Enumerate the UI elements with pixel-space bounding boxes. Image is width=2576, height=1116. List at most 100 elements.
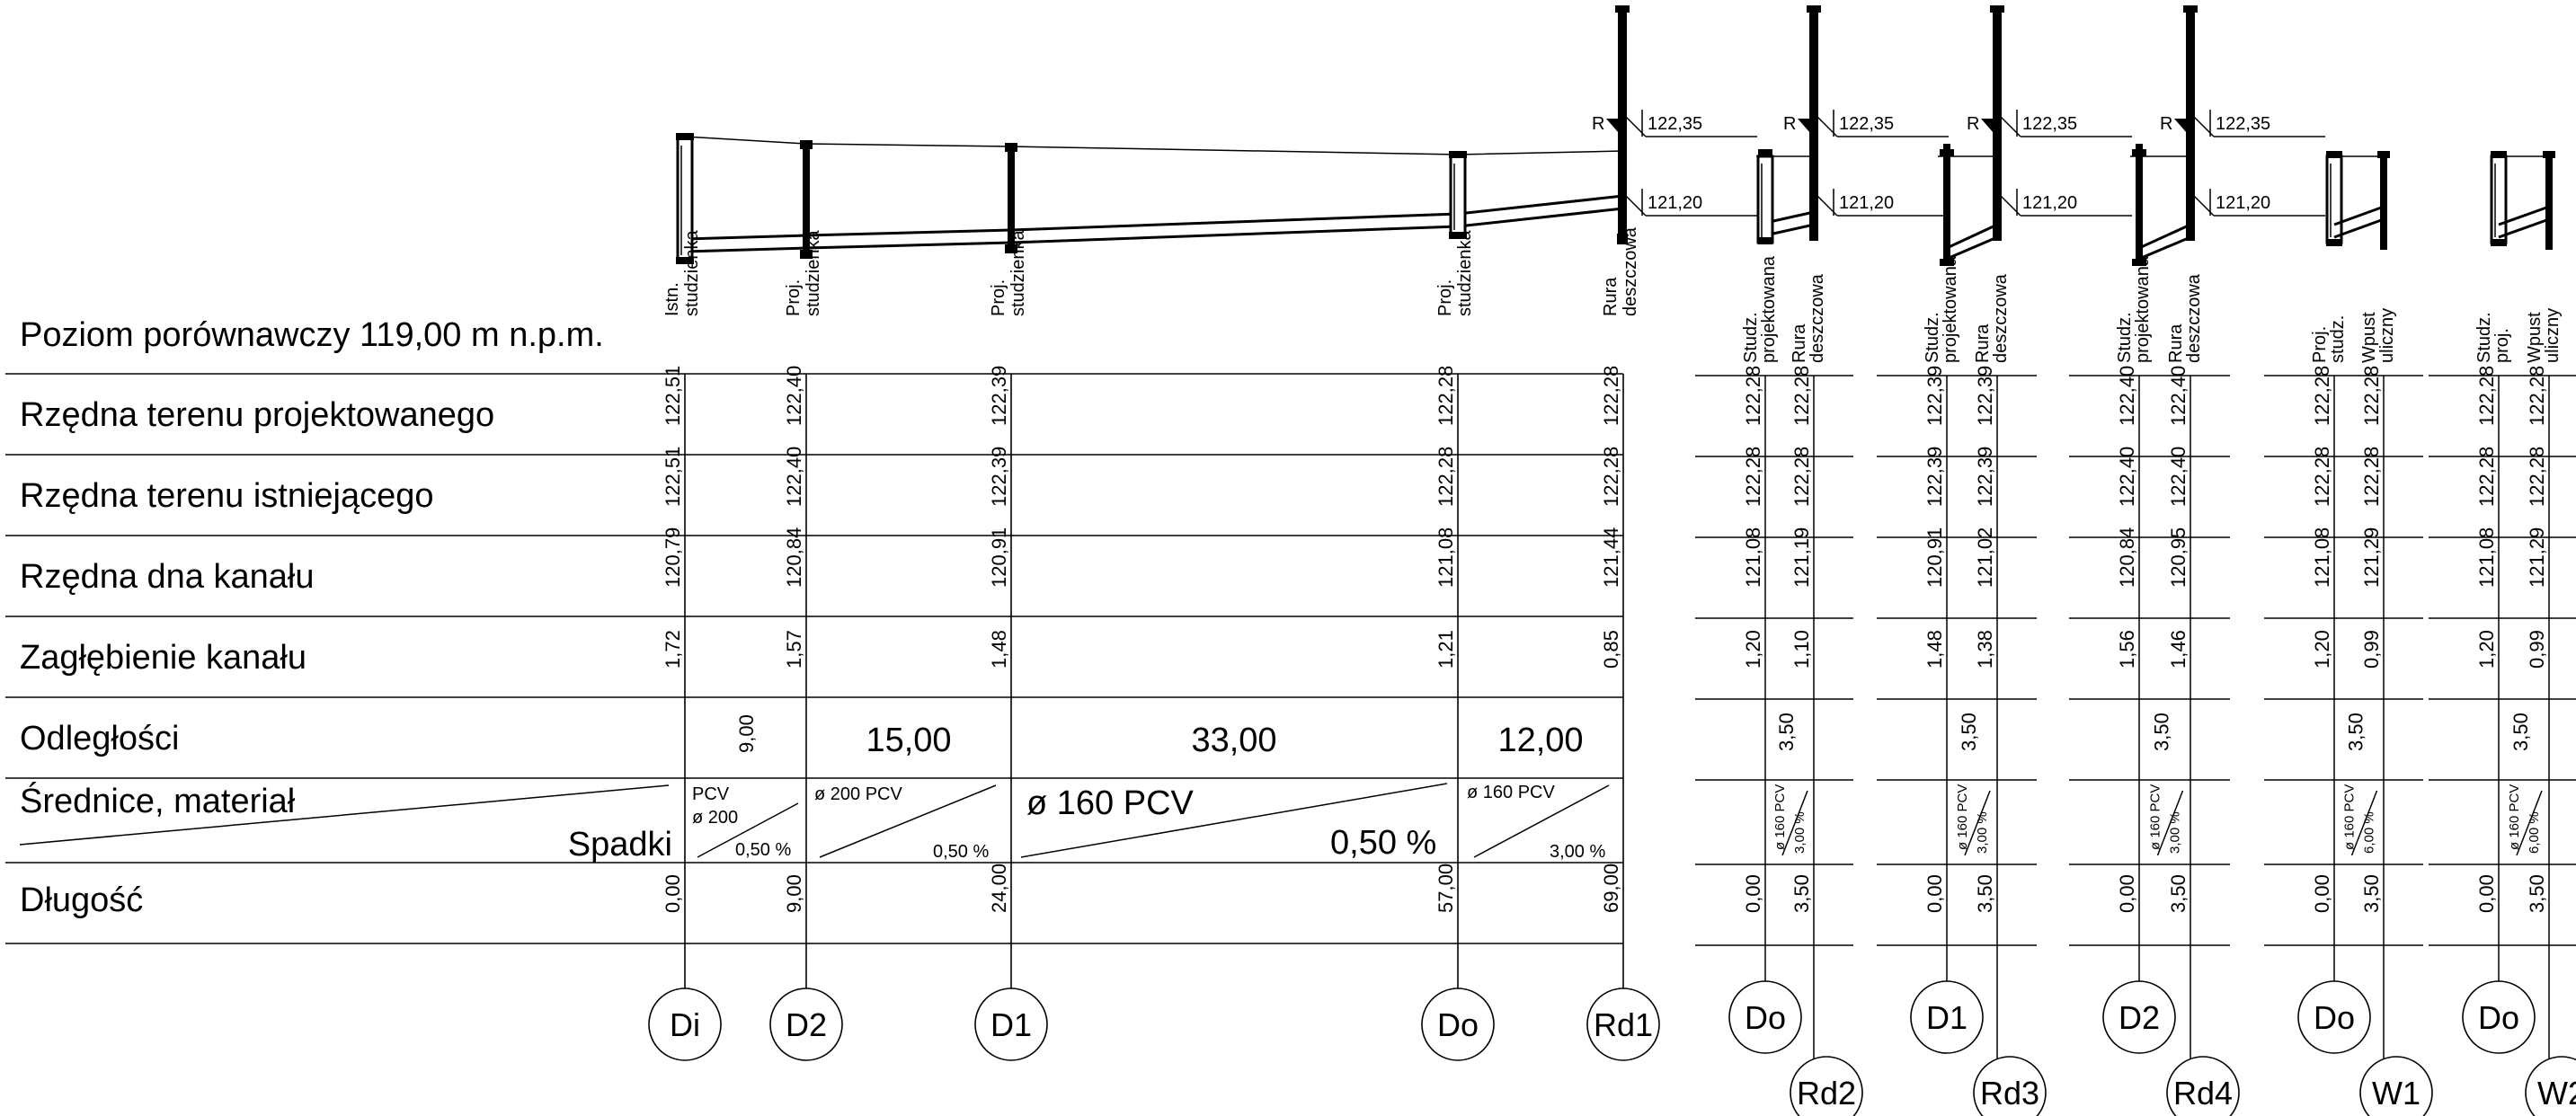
station-name-line2: studz. [2328,315,2348,363]
length-value: 0,00 [662,874,684,913]
manhole-base [800,250,813,259]
diameter-material: ø 160 PCV [1772,784,1788,850]
station-name-line2: studzienka [682,230,702,316]
terrain-existing-value: 122,28 [1742,447,1764,507]
station-name-line2: projektowana [1759,255,1779,363]
length-value: 0,00 [2116,874,2138,913]
station-name-line2: projektowana [2133,255,2153,363]
station-name-line1: Rura [1790,323,1809,363]
riser-cap [1615,5,1630,13]
rain-pipe-riser [1618,9,1627,241]
r-mark-letter: R [2160,114,2172,134]
station-bubble [769,988,843,1061]
designed-manhole [803,144,810,257]
street-inlet [2545,156,2553,250]
elev-bottom-value: 121,20 [1839,193,1894,213]
station-name-line2: deszczowa [1991,273,2011,363]
riser-base [1617,234,1628,244]
length-value: 0,00 [1923,874,1946,913]
rain-pipe-riser [1993,9,2002,241]
station-name-line1: Studz. [2474,312,2494,363]
station-name-line1: Proj. [2310,326,2330,363]
rain-pipe-riser [2186,9,2195,241]
branch-pipe-bottom [1946,235,1998,261]
slope-value: 6,00 % [2527,811,2542,854]
station-bubble [1910,980,1984,1054]
station-name-line1: Istn. [662,282,682,316]
station-bubble-label: W1 [2372,1075,2421,1112]
row-label-slopes: Spadki [568,826,672,864]
station-bubble-label: W2 [2537,1075,2576,1112]
terrain-existing-value: 122,28 [1600,447,1622,507]
r-mark-letter: R [1783,114,1796,134]
branch-manhole [2325,155,2343,244]
branch-pipe-bottom [2333,217,2385,239]
manhole-cap [1005,143,1017,152]
invert-value: 121,08 [2311,527,2333,588]
slope-diagonal [2516,790,2543,856]
length-value: 69,00 [1600,864,1622,913]
station-name-line1: Studz. [2115,312,2135,363]
existing-manhole [1449,151,1467,237]
terrain-existing-value: 122,39 [1974,447,1996,507]
slope-value: 0,50 % [735,840,791,860]
elev-top-value: 122,35 [2216,114,2270,134]
station-name-line2: uliczny [2377,308,2397,363]
r-mark-letter: R [1592,114,1604,134]
manhole-base [2326,239,2342,246]
row-label-invert: Rzędna dna kanału [20,558,314,596]
distance-value: 3,50 [2345,713,2367,751]
depth-value: 0,85 [1600,630,1622,669]
branch-manhole [1943,144,1950,261]
station-bubble [2525,1056,2576,1116]
terrain-designed-value: 122,40 [2167,366,2190,426]
slope-diagonal [1781,790,1808,856]
invert-value: 121,08 [1435,527,1457,588]
station-bubble [2462,980,2536,1054]
station-bubble-label: Do [1437,1006,1479,1043]
station-bubble-label: Di [670,1006,700,1043]
slope-diagonal [2350,790,2378,856]
station-name-line1: Proj. [784,279,804,316]
diameter-material: ø 160 PCV [2507,784,2522,850]
distance-value: 3,50 [2151,713,2173,751]
branch-pipe-bottom [2138,235,2191,261]
sewer-pipe-top [684,194,1624,241]
invert-value: 120,84 [783,527,805,588]
terrain-designed-value: 122,28 [1600,366,1622,426]
depth-value: 1,21 [1435,630,1457,669]
manhole-base [1005,244,1017,253]
branch-pipe-top [2138,223,2191,250]
terrain-designed-value: 122,28 [1742,366,1764,426]
branch-manhole [2136,144,2143,261]
station-bubble [1790,1056,1863,1116]
distance-value: 12,00 [1497,722,1583,759]
terrain-designed-value: 122,28 [1790,366,1813,426]
station-bubble [2166,1056,2240,1116]
main-table-rules [5,373,1623,944]
terrain-existing-value: 122,28 [2360,447,2383,507]
invert-value: 120,91 [1923,527,1946,588]
length-value: 9,00 [783,874,805,913]
station-bubble [648,988,722,1061]
branch-manhole [1756,155,1774,244]
distance-value: 33,00 [1191,722,1276,759]
invert-value: 121,02 [1974,527,1996,588]
terrain-designed-value: 122,51 [662,366,684,426]
manhole-cap [1940,149,1954,156]
manhole-base [2491,239,2507,246]
terrain-designed-value: 122,40 [783,366,805,426]
distance-value: 15,00 [866,722,951,759]
terrain-existing-value: 122,39 [1923,447,1946,507]
slope-value: 0,50 % [1330,824,1436,862]
manhole-base [676,257,694,264]
branch-pipe-bottom [2498,217,2550,239]
distance-value: 3,50 [1958,713,1980,751]
manhole-cap [2132,149,2146,156]
riser-cap [1807,5,1821,13]
